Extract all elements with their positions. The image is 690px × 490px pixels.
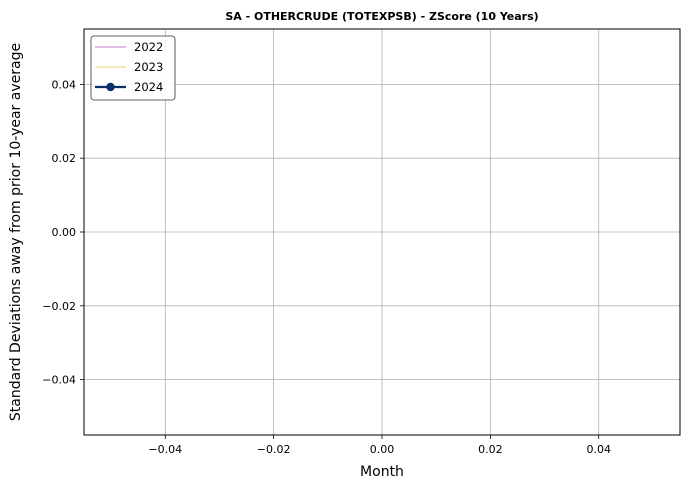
y-tick-label: 0.04 — [52, 78, 77, 91]
x-tick-label: −0.02 — [257, 443, 291, 456]
x-axis-ticks: −0.04 −0.02 0.00 0.02 0.04 — [148, 435, 611, 456]
legend: 2022 2023 2024 — [90, 35, 176, 101]
legend-label-2022: 2022 — [134, 40, 163, 54]
x-axis-label: Month — [360, 464, 404, 480]
legend-marker-2024 — [106, 82, 115, 92]
x-tick-label: 0.02 — [478, 443, 503, 456]
legend-label-2023: 2023 — [134, 60, 163, 74]
y-axis-ticks: 0.04 0.02 0.00 −0.02 −0.04 — [42, 78, 84, 387]
y-tick-label: 0.00 — [52, 226, 77, 239]
x-tick-label: 0.04 — [586, 443, 611, 456]
grid-lines — [84, 29, 680, 435]
x-tick-label: −0.04 — [148, 443, 182, 456]
y-axis-label: Standard Deviations away from prior 10-y… — [8, 43, 24, 421]
y-tick-label: 0.02 — [52, 152, 77, 165]
y-tick-label: −0.02 — [42, 300, 76, 313]
chart-title: SA - OTHERCRUDE (TOTEXPSB) - ZScore (10 … — [225, 10, 538, 23]
y-tick-label: −0.04 — [42, 374, 76, 387]
x-tick-label: 0.00 — [370, 443, 395, 456]
legend-label-2024: 2024 — [134, 80, 163, 94]
